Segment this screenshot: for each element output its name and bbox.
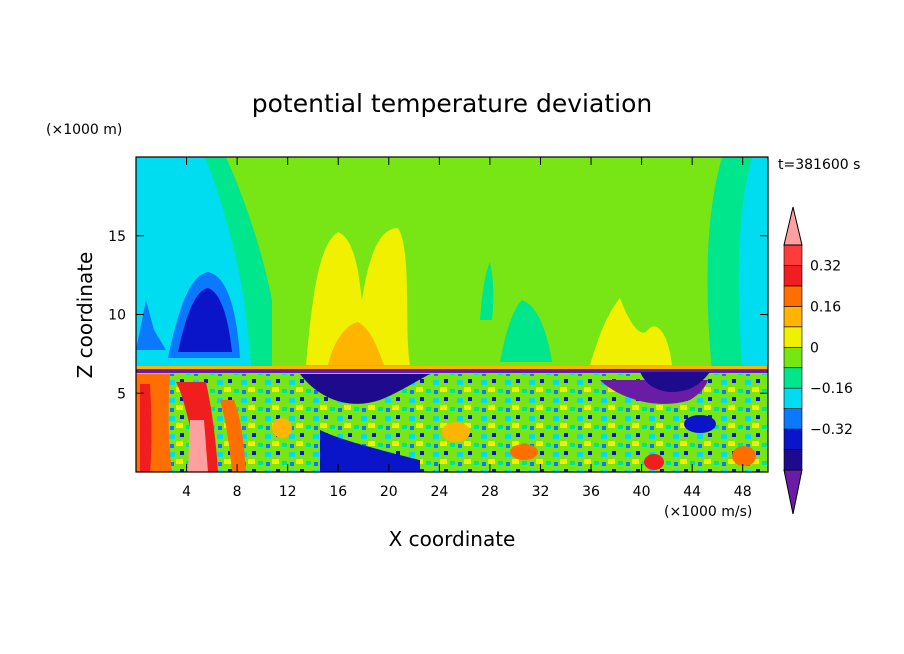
x-tick-label: 16	[329, 484, 347, 500]
colorbar-swatch	[783, 244, 803, 266]
colorbar: −0.32 −0.16 0 0.16 0.32	[783, 206, 853, 515]
x-tick-label: 32	[532, 484, 550, 500]
x-tick-label: 12	[279, 484, 297, 500]
colorbar-tick-label: −0.32	[810, 422, 853, 438]
y-axis: 5 10 15	[108, 229, 768, 402]
x-tick-label: 4	[182, 484, 191, 500]
y-tick-label: 15	[108, 229, 126, 245]
colorbar-swatch	[783, 306, 803, 328]
colorbar-swatch	[783, 265, 803, 287]
y-tick-label: 5	[117, 386, 126, 402]
y-tick-label: 10	[108, 308, 126, 324]
x-tick-label: 48	[734, 484, 752, 500]
x-tick-label: 28	[481, 484, 499, 500]
colorbar-swatch	[783, 346, 803, 369]
x-unit-label: (×1000 m/s)	[664, 504, 752, 520]
colorbar-swatch	[783, 449, 803, 471]
colorbar-swatch	[783, 387, 803, 409]
colorbar-tick-label: −0.16	[810, 381, 853, 397]
colorbar-tick-label: 0	[810, 340, 819, 356]
chart-title: potential temperature deviation	[252, 89, 652, 118]
y-axis-label: Z coordinate	[73, 252, 97, 379]
colorbar-tick-label: 0.32	[810, 258, 841, 274]
colorbar-swatch	[783, 326, 803, 348]
x-tick-label: 8	[233, 484, 242, 500]
colorbar-swatch	[783, 285, 803, 307]
colorbar-swatch	[783, 367, 803, 389]
x-axis: 4 8 12 16 20 24 28 32 36 40 44 48	[182, 157, 752, 500]
colorbar-swatch	[783, 408, 803, 430]
x-tick-label: 24	[430, 484, 448, 500]
x-tick-label: 44	[683, 484, 701, 500]
x-tick-label: 20	[380, 484, 398, 500]
time-label: t=381600 s	[778, 157, 860, 173]
colorbar-lower-extend	[783, 469, 803, 515]
y-unit-label: (×1000 m)	[46, 122, 122, 138]
contour-field	[136, 157, 768, 472]
x-tick-label: 36	[582, 484, 600, 500]
colorbar-swatch	[783, 428, 803, 450]
colorbar-upper-extend	[783, 206, 803, 246]
colorbar-tick-label: 0.16	[810, 299, 841, 315]
x-axis-label: X coordinate	[389, 527, 516, 551]
x-tick-label: 40	[633, 484, 651, 500]
